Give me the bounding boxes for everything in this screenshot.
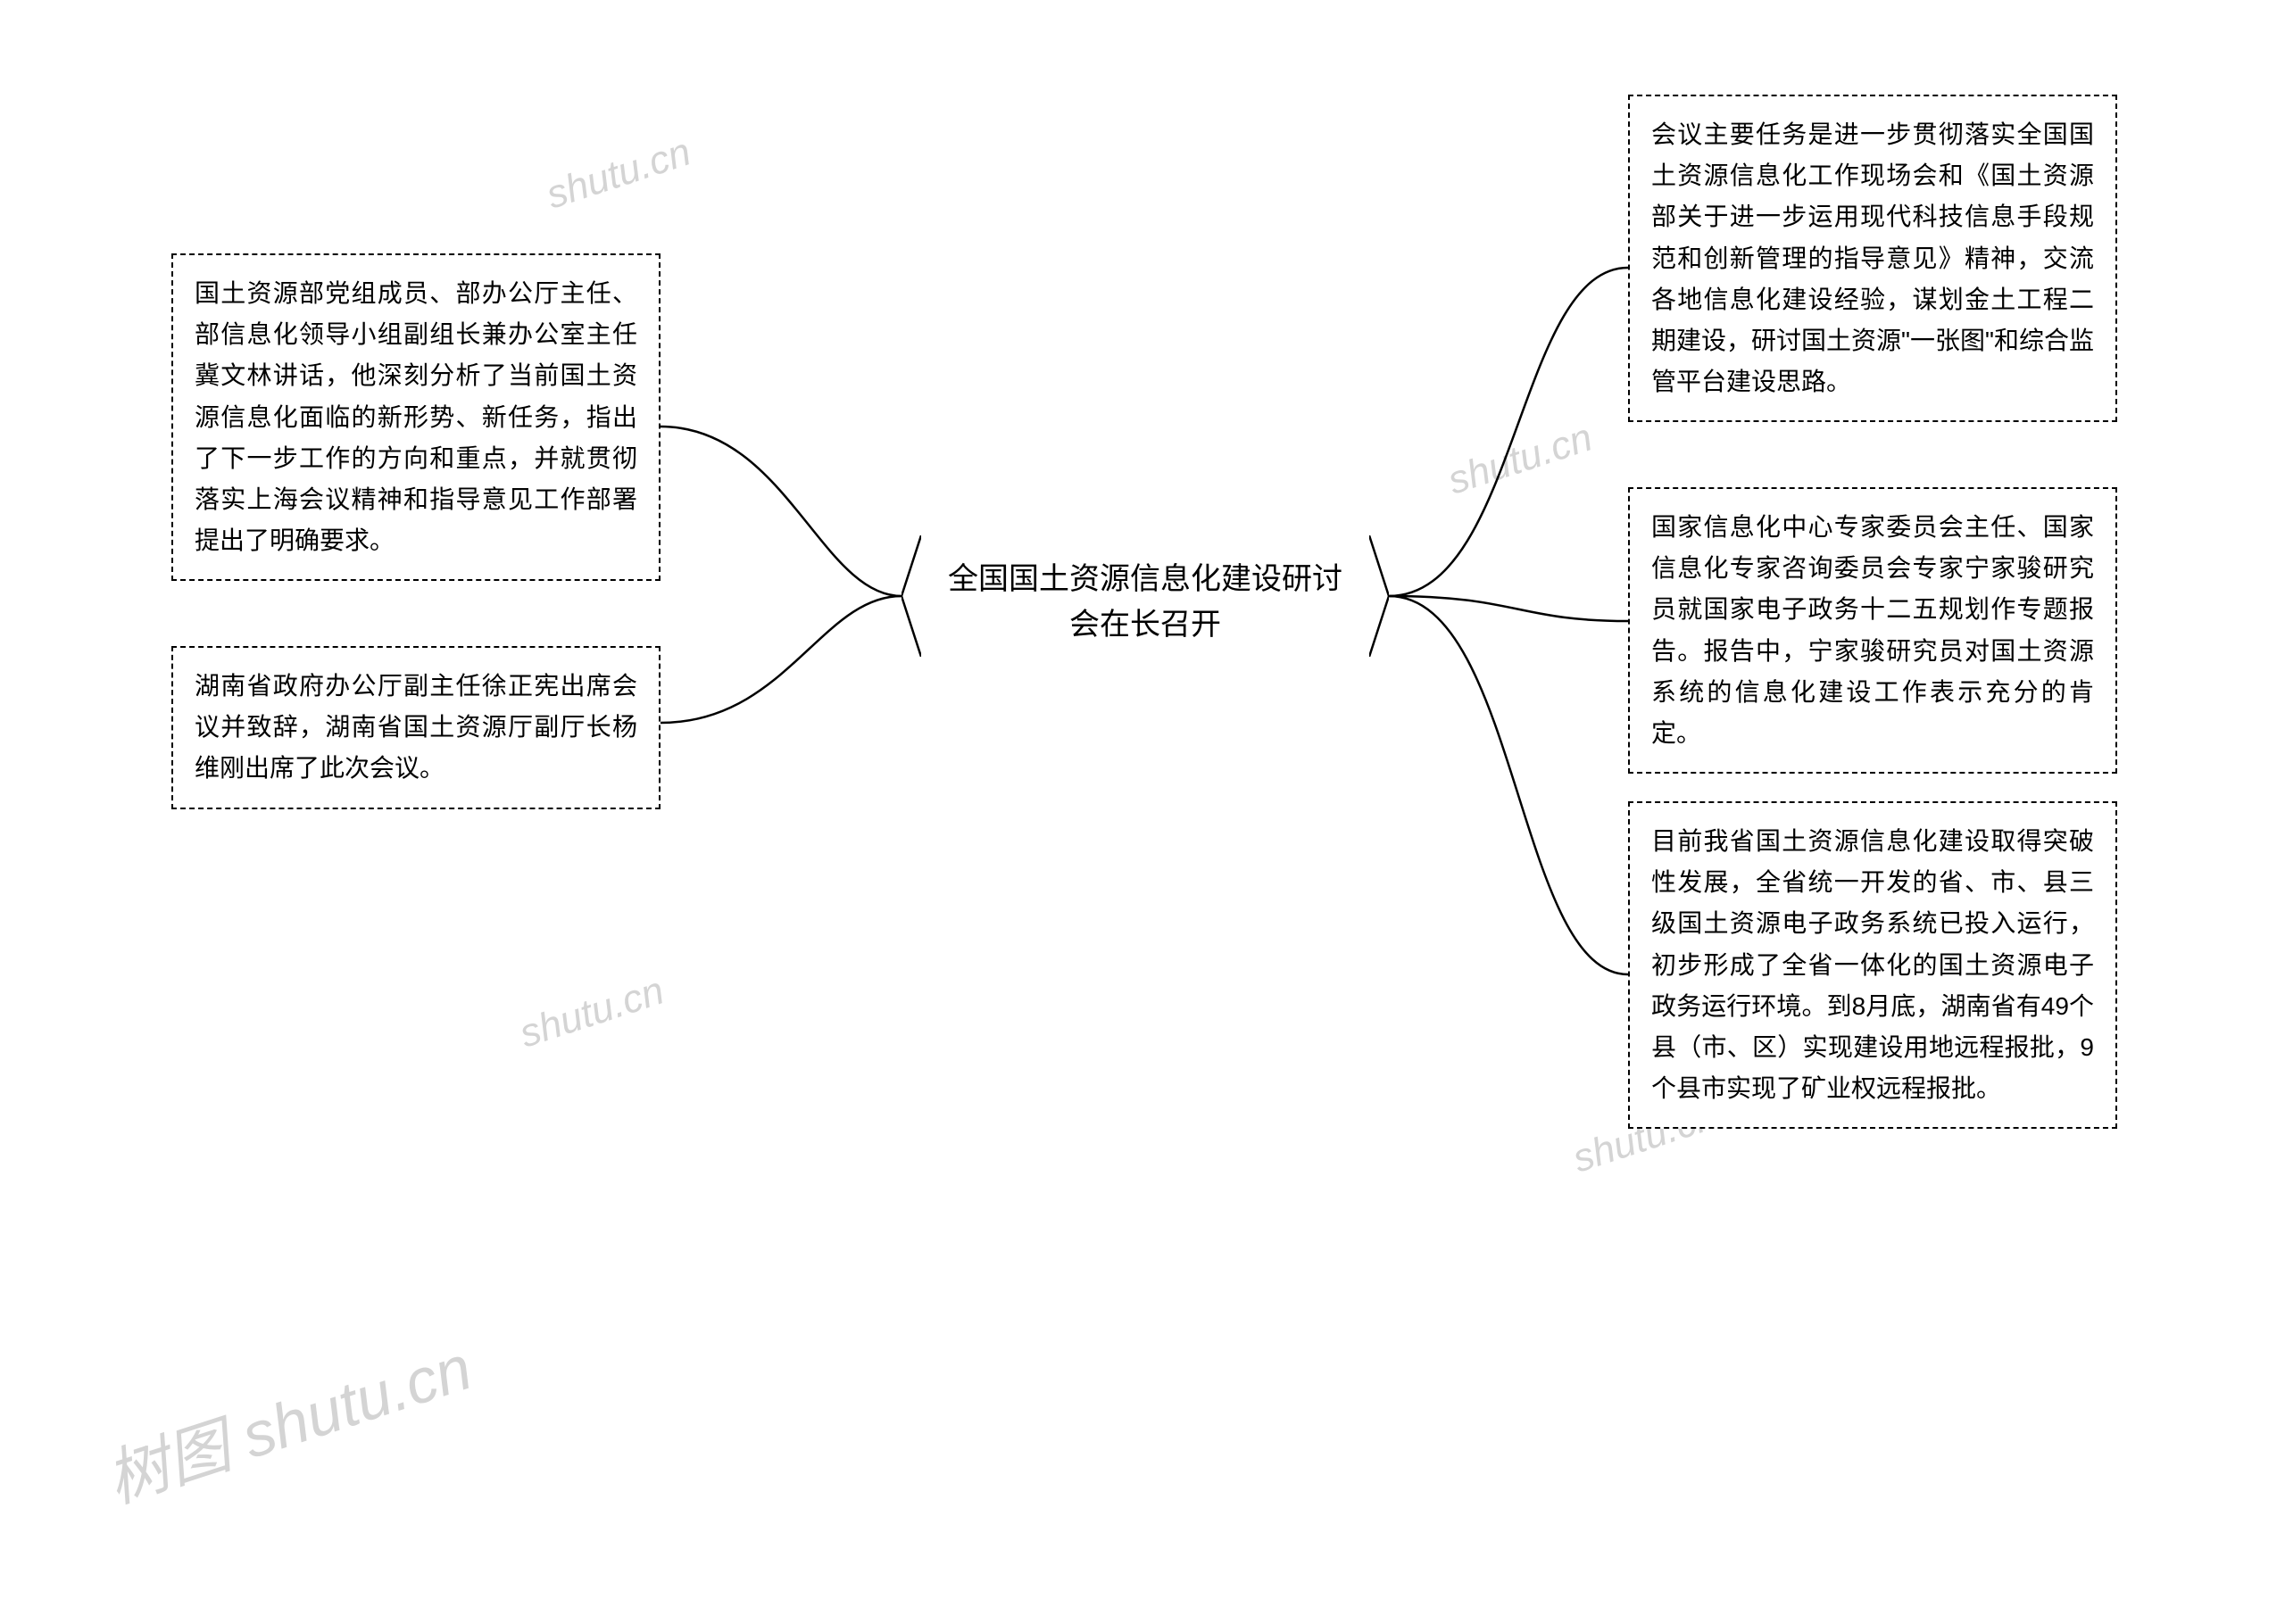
right-node-1: 会议主要任务是进一步贯彻落实全国国土资源信息化工作现场会和《国土资源部关于进一步…: [1628, 95, 2117, 422]
center-node-wrap: 全国国土资源信息化建设研讨会在长召开: [921, 535, 1369, 657]
mindmap-canvas: shutu.cn shutu.cn shutu.cn shutu.cn 树图 s…: [0, 0, 2285, 1624]
left-node-1: 国土资源部党组成员、部办公厅主任、部信息化领导小组副组长兼办公室主任冀文林讲话，…: [171, 253, 661, 581]
center-node-text: 全国国土资源信息化建设研讨会在长召开: [948, 562, 1342, 642]
right-node-3-text: 目前我省国土资源信息化建设取得突破性发展，全省统一开发的省、市、县三级国土资源电…: [1651, 827, 2094, 1102]
left-node-2: 湖南省政府办公厅副主任徐正宪出席会议并致辞，湖南省国土资源厅副厅长杨维刚出席了此…: [171, 646, 661, 809]
left-node-2-text: 湖南省政府办公厅副主任徐正宪出席会议并致辞，湖南省国土资源厅副厅长杨维刚出席了此…: [195, 672, 637, 782]
center-node: 全国国土资源信息化建设研讨会在长召开: [921, 535, 1369, 657]
watermark: shutu.cn: [514, 969, 669, 1057]
right-node-1-text: 会议主要任务是进一步贯彻落实全国国土资源信息化工作现场会和《国土资源部关于进一步…: [1651, 120, 2094, 395]
left-node-1-text: 国土资源部党组成员、部办公厅主任、部信息化领导小组副组长兼办公室主任冀文林讲话，…: [195, 279, 637, 554]
right-node-2: 国家信息化中心专家委员会主任、国家信息化专家咨询委员会专家宁家骏研究员就国家电子…: [1628, 487, 2117, 774]
right-node-2-text: 国家信息化中心专家委员会主任、国家信息化专家咨询委员会专家宁家骏研究员就国家电子…: [1651, 513, 2094, 747]
watermark: 树图 shutu.cn: [94, 1318, 482, 1520]
watermark: shutu.cn: [541, 130, 696, 219]
right-node-3: 目前我省国土资源信息化建设取得突破性发展，全省统一开发的省、市、县三级国土资源电…: [1628, 801, 2117, 1129]
watermark: shutu.cn: [1442, 416, 1598, 504]
